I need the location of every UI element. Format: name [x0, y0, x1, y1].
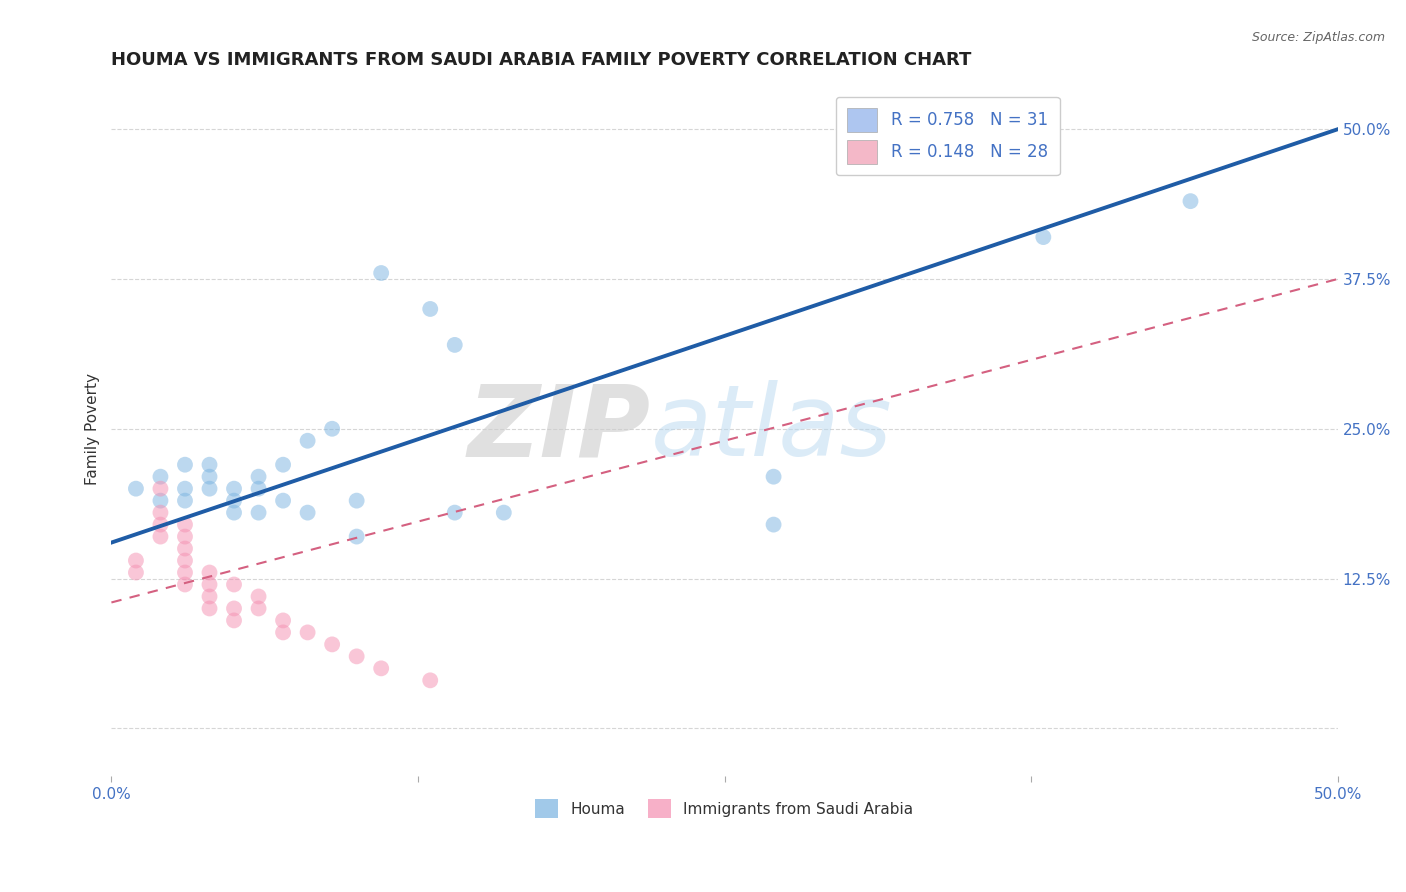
Point	[174, 541, 197, 556]
Text: HOUMA VS IMMIGRANTS FROM SAUDI ARABIA FAMILY POVERTY CORRELATION CHART: HOUMA VS IMMIGRANTS FROM SAUDI ARABIA FA…	[111, 51, 972, 69]
Point	[1180, 194, 1202, 208]
Point	[247, 482, 270, 496]
Point	[198, 577, 221, 591]
Point	[1032, 230, 1054, 244]
Point	[222, 614, 245, 628]
Point	[149, 530, 172, 544]
Point	[149, 469, 172, 483]
Point	[762, 517, 785, 532]
Point	[174, 577, 197, 591]
Point	[247, 469, 270, 483]
Legend: Houma, Immigrants from Saudi Arabia: Houma, Immigrants from Saudi Arabia	[530, 793, 920, 824]
Point	[346, 649, 368, 664]
Point	[125, 553, 148, 567]
Point	[174, 553, 197, 567]
Point	[198, 458, 221, 472]
Point	[198, 482, 221, 496]
Point	[198, 469, 221, 483]
Point	[149, 517, 172, 532]
Point	[222, 601, 245, 615]
Point	[271, 625, 294, 640]
Point	[174, 493, 197, 508]
Point	[271, 458, 294, 472]
Y-axis label: Family Poverty: Family Poverty	[86, 373, 100, 484]
Point	[247, 506, 270, 520]
Point	[174, 566, 197, 580]
Point	[321, 422, 343, 436]
Point	[222, 493, 245, 508]
Point	[346, 530, 368, 544]
Point	[492, 506, 515, 520]
Point	[174, 517, 197, 532]
Point	[271, 493, 294, 508]
Point	[297, 625, 319, 640]
Point	[321, 637, 343, 651]
Point	[370, 661, 392, 675]
Point	[346, 493, 368, 508]
Point	[762, 469, 785, 483]
Point	[247, 590, 270, 604]
Point	[419, 301, 441, 316]
Point	[271, 614, 294, 628]
Point	[198, 566, 221, 580]
Point	[222, 482, 245, 496]
Point	[222, 506, 245, 520]
Point	[149, 506, 172, 520]
Point	[370, 266, 392, 280]
Point	[198, 601, 221, 615]
Point	[247, 601, 270, 615]
Point	[443, 338, 465, 352]
Point	[419, 673, 441, 688]
Point	[443, 506, 465, 520]
Point	[198, 590, 221, 604]
Point	[297, 506, 319, 520]
Point	[125, 566, 148, 580]
Point	[125, 482, 148, 496]
Text: atlas: atlas	[651, 380, 893, 477]
Text: Source: ZipAtlas.com: Source: ZipAtlas.com	[1251, 31, 1385, 45]
Point	[174, 482, 197, 496]
Point	[149, 482, 172, 496]
Point	[297, 434, 319, 448]
Text: ZIP: ZIP	[468, 380, 651, 477]
Point	[149, 493, 172, 508]
Point	[174, 530, 197, 544]
Point	[222, 577, 245, 591]
Point	[174, 458, 197, 472]
